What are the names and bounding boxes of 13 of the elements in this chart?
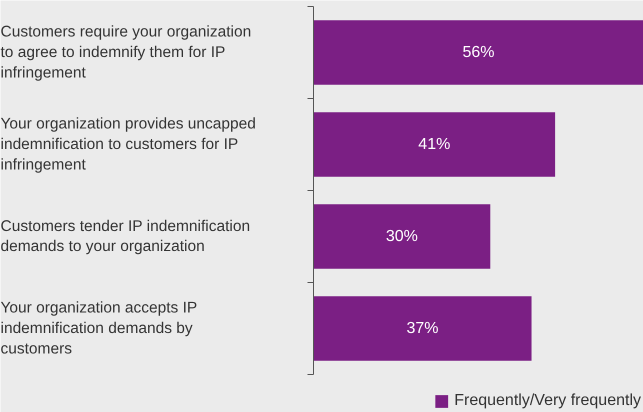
legend-label: Frequently/Very frequently xyxy=(454,392,641,410)
bar xyxy=(314,112,556,177)
data-label: 30% xyxy=(386,228,418,245)
data-label: 41% xyxy=(418,136,450,153)
y-tick-label: Customers require your organization to agree to indemnify them for IP infringement xyxy=(0,24,252,82)
data-label: 56% xyxy=(462,44,495,61)
bar xyxy=(314,296,532,361)
bar xyxy=(314,20,643,85)
y-tick-label: Customers tender IP indemnification demands to your organization xyxy=(0,218,250,256)
y-tick-label: Your organization accepts IP indemnification demands by customers xyxy=(0,300,198,358)
bar xyxy=(314,204,490,269)
data-label: 37% xyxy=(406,320,439,337)
y-tick-label: Your organization provides uncapped indemnification to customers for IP infringement xyxy=(0,116,256,174)
